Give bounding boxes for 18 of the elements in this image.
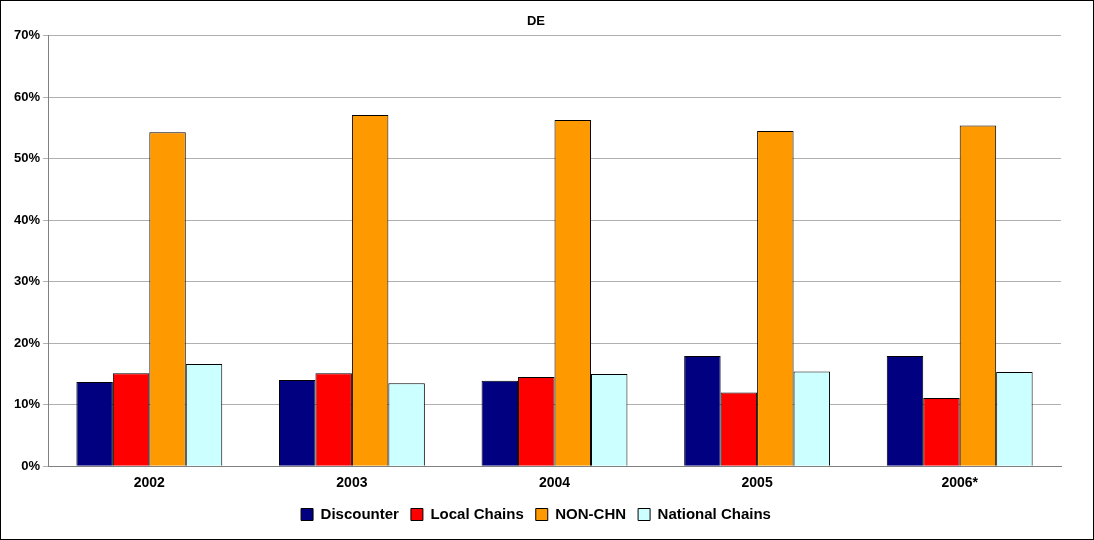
x-tick-label: 2006* xyxy=(941,474,979,491)
x-tick-label: 2004 xyxy=(538,474,571,491)
y-tick-label: 60% xyxy=(13,88,41,104)
y-tick-label: 10% xyxy=(13,396,41,412)
y-tick-label: 30% xyxy=(13,273,41,289)
y-tick-label: 0% xyxy=(21,457,41,473)
y-tick-label: 40% xyxy=(13,211,41,227)
y-tick-label: 20% xyxy=(13,334,41,350)
y-tick-label: 70% xyxy=(13,27,41,43)
legend-label: Local Chains xyxy=(430,504,524,522)
chart-title: DE xyxy=(526,13,546,29)
x-tick-label: 2002 xyxy=(133,474,166,491)
x-tick-label: 2003 xyxy=(336,474,368,491)
y-tick-label: 50% xyxy=(13,150,41,166)
x-tick-label: 2005 xyxy=(741,474,773,491)
legend-label: National Chains xyxy=(657,504,771,522)
legend-label: Discounter xyxy=(320,504,400,522)
legend-label: NON-CHN xyxy=(555,504,627,522)
